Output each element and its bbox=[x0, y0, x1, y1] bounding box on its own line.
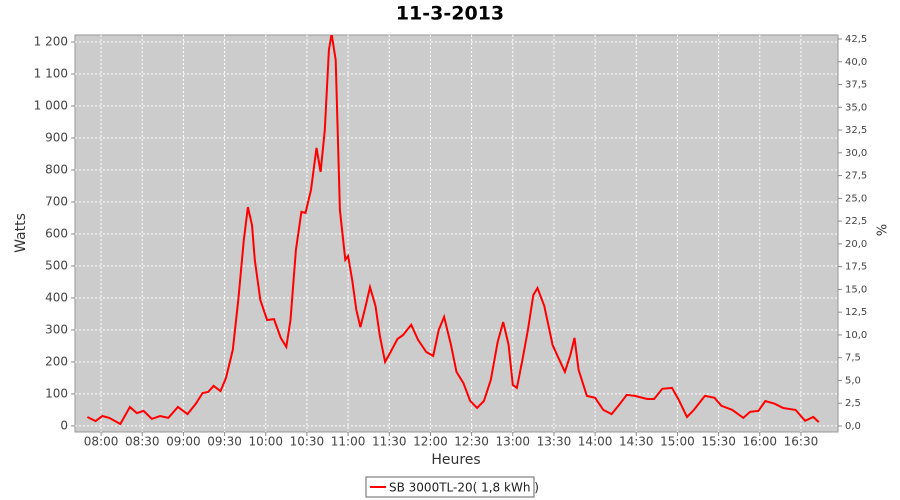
x-tick-label: 13:00 bbox=[495, 435, 530, 449]
y2-tick-label: 7,5 bbox=[845, 353, 861, 364]
x-tick-label: 10:30 bbox=[290, 435, 325, 449]
x-tick-label: 14:00 bbox=[578, 435, 613, 449]
y-tick-label: 400 bbox=[45, 290, 68, 304]
y2-tick-label: 32,5 bbox=[845, 125, 867, 136]
y-tick-label: 900 bbox=[45, 131, 68, 145]
y2-tick-label: 37,5 bbox=[845, 80, 867, 91]
y2-tick-label: 30,0 bbox=[845, 148, 867, 159]
y-tick-label: 700 bbox=[45, 194, 68, 208]
x-tick-label: 16:30 bbox=[784, 435, 819, 449]
x-tick-label: 09:30 bbox=[207, 435, 242, 449]
x-tick-label: 12:00 bbox=[413, 435, 448, 449]
x-tick-label: 10:00 bbox=[248, 435, 283, 449]
y2-tick-label: 0,0 bbox=[845, 421, 861, 432]
x-axis-label: Heures bbox=[431, 452, 480, 468]
x-tick-label: 11:30 bbox=[372, 435, 407, 449]
x-tick-label: 14:30 bbox=[619, 435, 654, 449]
x-tick-label: 09:00 bbox=[166, 435, 201, 449]
y-tick-label: 100 bbox=[45, 386, 68, 400]
y2-tick-label: 17,5 bbox=[845, 262, 867, 273]
y2-tick-label: 5,0 bbox=[845, 375, 861, 386]
y-tick-label: 1 100 bbox=[34, 67, 68, 81]
y-tick-label: 200 bbox=[45, 354, 68, 368]
y-tick-label: 500 bbox=[45, 258, 68, 272]
y2-tick-label: 42,5 bbox=[845, 34, 867, 45]
y-axis-label: Watts bbox=[13, 213, 29, 253]
y2-tick-label: 10,0 bbox=[845, 330, 867, 341]
y2-tick-label: 40,0 bbox=[845, 57, 867, 68]
y2-tick-label: 35,0 bbox=[845, 102, 867, 113]
x-tick-label: 13:30 bbox=[537, 435, 572, 449]
y-tick-label: 300 bbox=[45, 322, 68, 336]
y-tick-label: 600 bbox=[45, 226, 68, 240]
y-tick-label: 0 bbox=[60, 418, 68, 432]
line bbox=[86, 35, 820, 426]
y-tick-label: 1 000 bbox=[34, 99, 68, 113]
y2-tick-label: 25,0 bbox=[845, 193, 867, 204]
legend bbox=[365, 476, 535, 498]
chart-title: 11-3-2013 bbox=[396, 3, 504, 25]
y2-tick-label: 12,5 bbox=[845, 307, 867, 318]
y-tick-label: 1 200 bbox=[34, 35, 68, 49]
y2-tick-label: 15,0 bbox=[845, 284, 867, 295]
y-tick-label: 800 bbox=[45, 162, 68, 176]
x-tick-label: 08:00 bbox=[84, 435, 119, 449]
legend-label: SB 3000TL-20( 1,8 kWh ) bbox=[389, 481, 539, 495]
x-tick-label: 11:00 bbox=[331, 435, 366, 449]
x-tick-label: 08:30 bbox=[125, 435, 160, 449]
x-tick-label: 12:30 bbox=[454, 435, 489, 449]
x-tick-label: 15:00 bbox=[660, 435, 695, 449]
x-tick-label: 15:30 bbox=[701, 435, 736, 449]
y2-axis-label: % bbox=[873, 224, 888, 236]
x-tick-label: 16:00 bbox=[742, 435, 777, 449]
y2-tick-label: 27,5 bbox=[845, 171, 867, 182]
y2-tick-label: 22,5 bbox=[845, 216, 867, 227]
y2-tick-label: 20,0 bbox=[845, 239, 867, 250]
y2-tick-label: 2,5 bbox=[845, 398, 861, 409]
